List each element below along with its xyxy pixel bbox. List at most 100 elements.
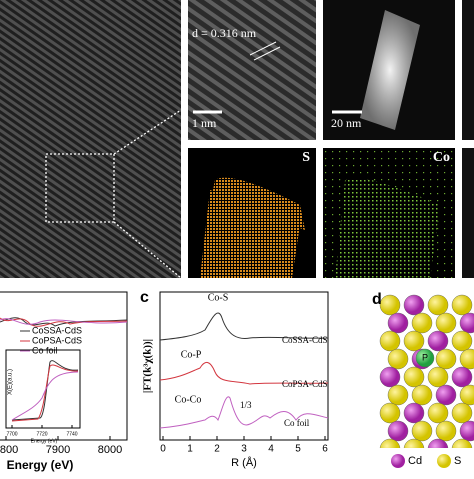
label: Co-S: [208, 292, 229, 303]
zoom-line: [113, 221, 182, 279]
label: 0: [160, 444, 166, 455]
label: CoPSA-CdS: [32, 335, 82, 345]
label: 3: [241, 444, 247, 455]
label: Co foil: [32, 345, 58, 355]
atom: [459, 420, 474, 442]
label: 7900: [46, 444, 70, 456]
s-signal: [212, 177, 305, 230]
atom: [411, 420, 433, 442]
scale-label: 20 nm: [331, 116, 362, 130]
hrtem-zoom: [188, 0, 316, 140]
label: CoSSA-CdS: [32, 325, 82, 335]
curve: [159, 312, 329, 341]
legend-atom: [391, 454, 405, 468]
atom: [403, 330, 425, 352]
element-label: Co: [433, 150, 450, 165]
label: CoPSA-CdS: [282, 379, 328, 389]
atom: [403, 402, 425, 424]
label: Cd: [408, 455, 422, 467]
label: |FT(k³χ(k))|: [142, 339, 154, 393]
cut-panel: [462, 0, 474, 140]
inset-frame: [5, 349, 81, 429]
atom: [451, 330, 473, 352]
atom: [451, 366, 473, 388]
label: 7720: [36, 431, 47, 437]
curve: [159, 362, 329, 385]
atom: [411, 384, 433, 406]
atom: [459, 384, 474, 406]
inset-curve: [11, 371, 79, 421]
atom: [435, 348, 457, 370]
co-signal: [335, 177, 440, 278]
hrtem-shade: [0, 0, 181, 278]
label: X(E)(a.u.): [8, 369, 14, 395]
nanorod: [360, 10, 420, 130]
curve: [0, 317, 128, 327]
atom: [451, 402, 473, 424]
zoom-box: [45, 153, 115, 223]
label: R (Å): [231, 456, 257, 469]
p-atom: [415, 348, 435, 368]
label: 2: [214, 444, 220, 455]
curve: [0, 318, 128, 325]
spacing-mark: [253, 46, 281, 61]
label: 6: [322, 444, 328, 455]
d-spacing: d = 0.316 nm: [192, 26, 257, 40]
label: c: [140, 289, 149, 306]
atom: [379, 330, 401, 352]
atom: [379, 294, 401, 316]
label: Co-Co: [175, 394, 202, 405]
curve: [159, 396, 329, 429]
cut-panel: [462, 148, 474, 278]
atom: [435, 420, 457, 442]
atom: [435, 312, 457, 334]
label: 8000: [98, 444, 122, 456]
atom: [451, 294, 473, 316]
atom: [435, 384, 457, 406]
label: 5: [295, 444, 301, 455]
label: 1: [187, 444, 193, 455]
label: d: [372, 291, 382, 308]
label: Co foil: [284, 418, 310, 428]
atom: [387, 312, 409, 334]
atom: [387, 384, 409, 406]
label: 7700: [6, 431, 17, 437]
inset-curve: [11, 364, 79, 422]
label: 4: [268, 444, 274, 455]
hrtem-image: [0, 0, 181, 278]
atom: [459, 348, 474, 370]
atom: [403, 294, 425, 316]
atom: [427, 366, 449, 388]
legend-atom: [437, 454, 451, 468]
atom: [459, 312, 474, 334]
atom: [427, 402, 449, 424]
curve: [0, 317, 128, 327]
label: Co-P: [181, 349, 202, 360]
label: 7800: [0, 444, 18, 456]
atom: [427, 294, 449, 316]
label: 1/3: [240, 400, 252, 410]
label: CoSSA-CdS: [282, 335, 328, 345]
label: Energy (eV): [31, 438, 58, 444]
atom: [379, 366, 401, 388]
atom: [387, 420, 409, 442]
atom: [403, 366, 425, 388]
structure: [370, 285, 474, 474]
xanes-plot: [0, 291, 128, 441]
label: P: [422, 352, 428, 362]
axes-frame: [0, 291, 128, 441]
atom: [427, 330, 449, 352]
atom: [411, 312, 433, 334]
legend-bg: [370, 448, 474, 474]
inset-curve: [11, 360, 79, 421]
label: S: [454, 455, 461, 467]
zoom-line: [113, 109, 182, 155]
s-signal: [200, 190, 300, 278]
spacing-mark: [249, 41, 277, 56]
atom: [379, 402, 401, 424]
scale-label: 1 nm: [192, 116, 217, 130]
atom: [387, 348, 409, 370]
label: Energy (eV): [7, 458, 74, 472]
label: 7740: [66, 431, 77, 437]
